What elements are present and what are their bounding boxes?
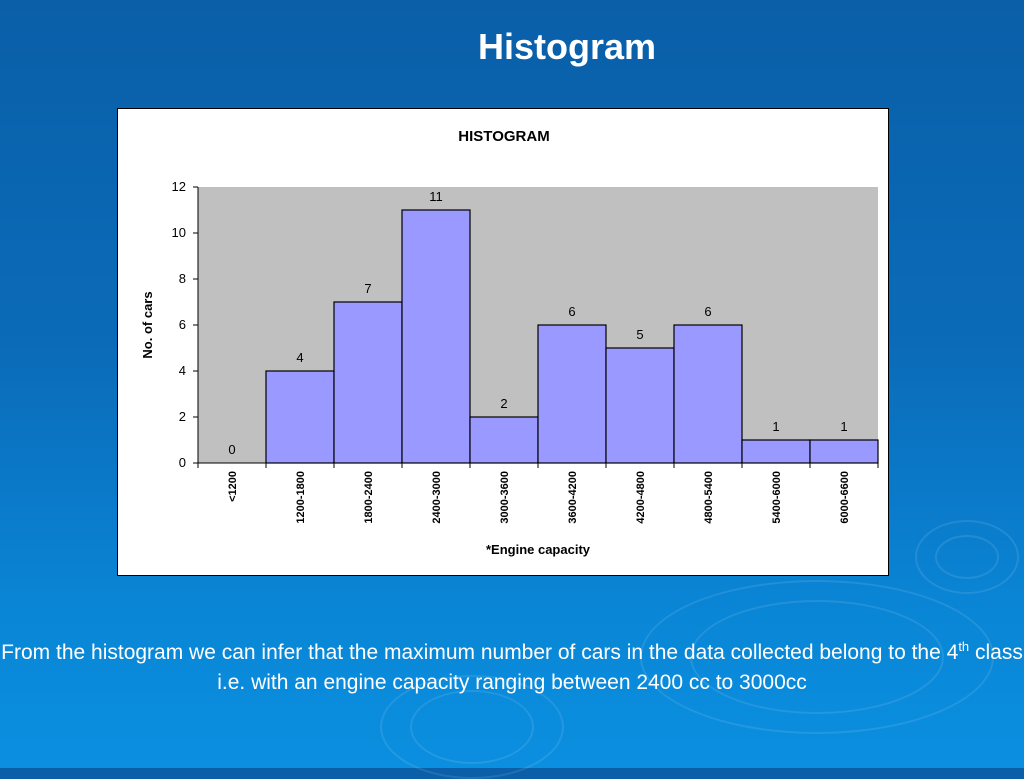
histogram-bar	[673, 324, 743, 464]
y-tick-label: 2	[179, 409, 186, 424]
bar-data-label: 1	[772, 419, 779, 434]
histogram-bar	[401, 209, 471, 464]
x-tick-label: 2400-3000	[431, 471, 443, 524]
x-tick-label: 5400-6000	[771, 471, 783, 524]
x-tick-label: 1200-1800	[295, 471, 307, 524]
bar-data-label: 1	[840, 419, 847, 434]
y-tick-label: 12	[172, 179, 186, 194]
x-axis: <1200 1200-1800 1800-2400 2400-3000 3000-360…	[197, 462, 879, 524]
x-tick-label: 6000-6600	[839, 471, 851, 524]
bar-data-label: 2	[500, 396, 507, 411]
x-tick-label: 4200-4800	[635, 471, 647, 524]
y-tick-label: 8	[179, 271, 186, 286]
caption-text-2: class i.e. with an engine capacity rangi…	[217, 641, 1023, 694]
bar-data-label: 6	[704, 304, 711, 319]
x-tick-label: <1200	[227, 471, 239, 502]
slide-caption: From the histogram we can infer that the…	[0, 632, 1024, 698]
chart-title: HISTOGRAM	[458, 128, 549, 145]
water-ripple-decoration	[640, 580, 994, 734]
histogram-bar	[809, 439, 879, 464]
x-tick-label: 3000-3600	[499, 471, 511, 524]
x-axis-label: *Engine capacity	[486, 542, 591, 557]
histogram-bar	[537, 324, 607, 464]
x-tick-label: 4800-5400	[703, 471, 715, 524]
y-tick-label: 4	[179, 363, 186, 378]
y-tick-label: 6	[179, 317, 186, 332]
histogram-bar	[469, 416, 539, 464]
x-tick-label: 3600-4200	[567, 471, 579, 524]
bar-data-label: 7	[364, 281, 371, 296]
histogram-bar	[333, 301, 403, 464]
histogram-bar	[265, 370, 335, 464]
bars	[265, 209, 879, 464]
y-tick-label: 10	[172, 225, 186, 240]
histogram-bar	[741, 439, 811, 464]
caption-text-1: From the histogram we can infer that the…	[1, 641, 959, 664]
bar-data-label: 5	[636, 327, 643, 342]
y-axis-label: No. of cars	[140, 291, 155, 358]
histogram-bar	[605, 347, 675, 464]
y-axis: 0 2 4 6 8 10 12	[172, 179, 199, 470]
caption-superscript: th	[958, 639, 970, 654]
bar-data-label: 6	[568, 304, 575, 319]
chart-container: HISTOGRAM 0 2 4 6 8 10 12 0 4 7 11 2 6 5 6 1 1 <1200 120…	[117, 108, 889, 576]
bar-data-label: 4	[296, 350, 303, 365]
bar-data-label: 11	[429, 189, 443, 204]
water-ripple-decoration	[915, 520, 1019, 594]
y-tick-label: 0	[179, 455, 186, 470]
bar-data-label: 0	[228, 442, 235, 457]
slide-title: Histogram	[477, 26, 657, 67]
x-tick-label: 1800-2400	[363, 471, 375, 524]
